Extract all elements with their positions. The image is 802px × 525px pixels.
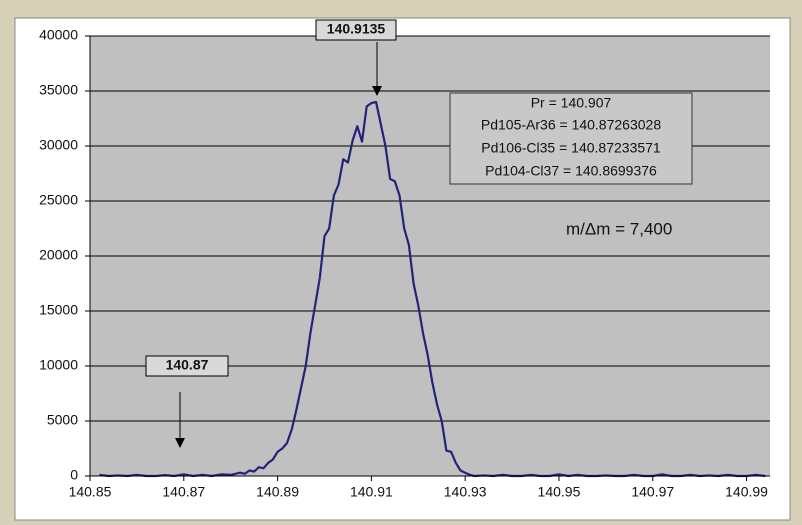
y-tick-label: 30000 [39, 137, 78, 153]
annotation: 140.87 [166, 357, 209, 373]
annotation: m/Δm = 7,400 [566, 219, 672, 238]
x-tick-label: 140.99 [725, 484, 768, 500]
x-tick-label: 140.93 [444, 484, 487, 500]
x-tick-label: 140.89 [256, 484, 299, 500]
arrow-head [175, 438, 185, 448]
x-tick-label: 140.91 [350, 484, 393, 500]
y-tick-label: 10000 [39, 357, 78, 373]
x-tick-label: 140.97 [631, 484, 674, 500]
annotation: Pd104-Cl37 = 140.8699376 [485, 163, 657, 179]
annotation: 140.9135 [327, 21, 386, 37]
annotation-box [315, 19, 397, 41]
y-tick-label: 0 [70, 467, 78, 483]
x-tick-label: 140.87 [162, 484, 205, 500]
y-tick-label: 5000 [47, 412, 78, 428]
info-box [449, 92, 693, 185]
y-tick-label: 20000 [39, 247, 78, 263]
y-tick-label: 25000 [39, 192, 78, 208]
annotation: Pd106-Cl35 = 140.87233571 [481, 140, 661, 156]
annotation: Pr = 140.907 [531, 95, 612, 111]
y-tick-label: 15000 [39, 302, 78, 318]
x-tick-label: 140.95 [538, 484, 581, 500]
y-tick-label: 40000 [39, 27, 78, 43]
annotation: Pd105-Ar36 = 140.87263028 [481, 117, 661, 133]
y-tick-label: 35000 [39, 82, 78, 98]
annotation-box [145, 355, 229, 377]
arrow-head [372, 86, 382, 96]
x-tick-label: 140.85 [69, 484, 112, 500]
